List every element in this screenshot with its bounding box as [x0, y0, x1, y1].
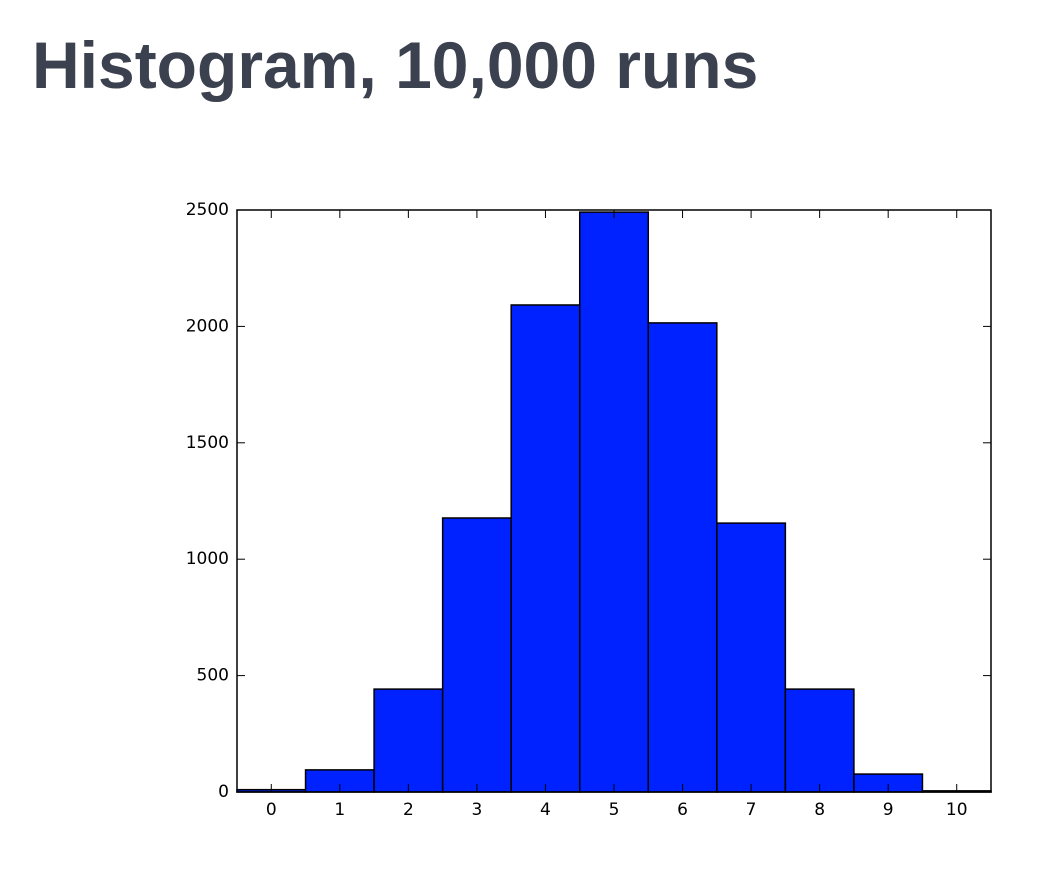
- bar: [578, 211, 650, 793]
- y-tick-label: 0: [218, 782, 229, 802]
- y-tick-label: 2500: [186, 200, 229, 220]
- bar: [510, 304, 581, 793]
- bar: [441, 517, 512, 793]
- y-tick-label: 2000: [186, 316, 229, 336]
- x-tick-label: 10: [946, 800, 968, 820]
- x-tick-label: 5: [609, 800, 620, 820]
- y-tick-label: 500: [197, 666, 229, 686]
- y-tick-label: 1500: [186, 433, 229, 453]
- x-tick-label: 1: [334, 800, 345, 820]
- x-tick-label: 0: [266, 800, 277, 820]
- x-tick-label: 9: [883, 800, 894, 820]
- bar: [647, 322, 718, 793]
- bar: [373, 688, 444, 793]
- x-tick-label: 8: [814, 800, 825, 820]
- x-tick-label: 7: [746, 800, 757, 820]
- x-tick-label: 4: [540, 800, 551, 820]
- y-tick-label: 1000: [186, 549, 229, 569]
- bar: [784, 688, 855, 793]
- x-tick-label: 6: [677, 800, 688, 820]
- chart-title: Histogram, 10,000 runs: [32, 28, 758, 102]
- x-tick-label: 2: [403, 800, 414, 820]
- bar: [716, 522, 787, 793]
- x-tick-label: 3: [471, 800, 482, 820]
